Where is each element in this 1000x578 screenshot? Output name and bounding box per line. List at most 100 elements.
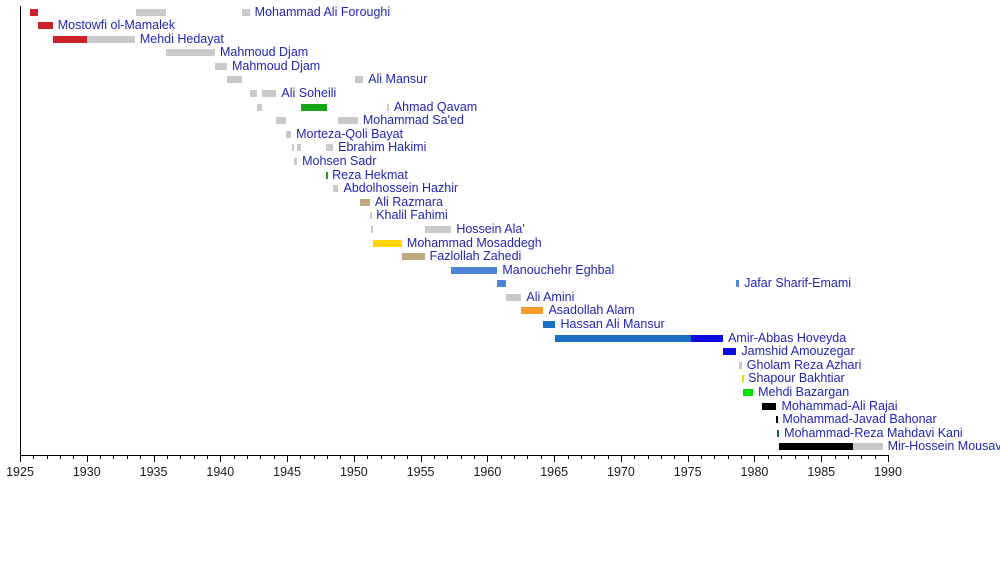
axis-tick-label: 1925 — [6, 465, 34, 479]
legend: Political party: None (Independent)None … — [0, 490, 1000, 578]
term-bar — [338, 117, 358, 125]
axis-major-tick — [487, 455, 489, 462]
pm-name-label[interactable]: Mahmoud Djam — [231, 58, 321, 73]
axis-minor-tick — [327, 455, 329, 459]
pm-name-label[interactable]: Morteza-Qoli Bayat — [296, 126, 404, 141]
term-bar — [736, 280, 740, 288]
axis-minor-tick — [861, 455, 863, 459]
term-bar — [166, 49, 215, 57]
pm-name-label[interactable]: Jamshid Amouzegar — [741, 344, 855, 359]
pm-name-label[interactable]: Fazlollah Zahedi — [429, 249, 522, 264]
pm-name-label[interactable]: Ali Mansur — [368, 72, 428, 87]
axis-minor-tick — [834, 455, 836, 459]
axis-major-tick — [620, 455, 622, 462]
pm-name-label[interactable]: Mahmoud Djam — [219, 45, 309, 60]
axis-major-tick — [287, 455, 289, 462]
axis-minor-tick — [874, 455, 876, 459]
pm-name-label[interactable]: Asadollah Alam — [548, 303, 635, 318]
term-bar — [506, 293, 522, 301]
axis-minor-tick — [794, 455, 796, 459]
plot-area: Mohammad Ali Foroughi Mostowfi ol-Mamalek… — [6, 4, 1000, 479]
axis-minor-tick — [407, 455, 409, 459]
term-bar — [521, 307, 544, 315]
axis-minor-tick — [166, 455, 168, 459]
term-bar — [297, 144, 302, 152]
term-bar — [853, 443, 883, 451]
axis-minor-tick — [233, 455, 235, 459]
term-bar — [38, 22, 53, 30]
term-bar — [276, 117, 286, 125]
pm-name-label[interactable]: Hossein Ala' — [456, 221, 525, 236]
pm-name-label[interactable]: Mohammad-Javad Bahonar — [782, 412, 937, 427]
pm-name-label[interactable]: Khalil Fahimi — [376, 208, 448, 223]
axis-minor-tick — [313, 455, 315, 459]
pm-name-label[interactable]: Gholam Reza Azhari — [746, 357, 862, 372]
pm-name-label[interactable]: Mehdi Bazargan — [758, 385, 850, 400]
axis-minor-tick — [206, 455, 208, 459]
y-axis-line — [20, 6, 21, 455]
pm-name-label[interactable]: Jafar Sharif-Emami — [744, 276, 852, 291]
term-bar — [325, 171, 328, 179]
pm-name-label[interactable]: Mohammad-Ali Rajai — [781, 398, 898, 413]
axis-major-tick — [153, 455, 155, 462]
axis-major-tick — [420, 455, 422, 462]
pm-name-label[interactable]: Ebrahim Hakimi — [338, 140, 427, 155]
pm-name-label[interactable]: Mohammad Mosaddegh — [406, 235, 542, 250]
axis-minor-tick — [247, 455, 248, 459]
axis-minor-tick — [433, 455, 435, 459]
axis-major-tick — [353, 455, 355, 462]
axis-minor-tick — [46, 455, 48, 459]
pm-name-label[interactable]: Reza Hekmat — [332, 167, 408, 182]
axis-tick-label: 1980 — [740, 465, 769, 479]
axis-major-tick — [754, 455, 756, 462]
axis-tick-label: 1930 — [72, 465, 101, 479]
pm-name-label[interactable]: Abdolhossein Hazhir — [343, 181, 459, 196]
axis-minor-tick — [607, 455, 609, 459]
axis-minor-tick — [273, 455, 275, 459]
axis-tick-label: 1940 — [206, 465, 235, 479]
term-bar — [777, 429, 780, 437]
axis-minor-tick — [567, 455, 569, 459]
axis-tick-label: 1975 — [673, 465, 702, 479]
pm-name-label[interactable]: Hassan Ali Mansur — [560, 317, 665, 332]
term-bar — [355, 76, 364, 84]
term-bar — [285, 130, 292, 138]
pm-name-label[interactable]: Amir-Abbas Hoveyda — [728, 330, 847, 345]
pm-name-label[interactable]: Mohammad Ali Foroughi — [254, 4, 391, 19]
axis-tick-label: 1955 — [406, 465, 435, 479]
term-bar — [762, 402, 777, 410]
pm-name-label[interactable]: Mir-Hossein Mousavi — [887, 439, 1000, 454]
pm-name-label[interactable]: Mostowfi ol-Mamalek — [57, 18, 176, 33]
term-bar — [497, 280, 507, 288]
pm-name-label[interactable]: Mohammad-Reza Mahdavi Kani — [784, 425, 963, 440]
axis-minor-tick — [807, 455, 809, 459]
pm-name-label[interactable]: Ali Soheili — [281, 86, 337, 101]
axis-minor-tick — [634, 455, 636, 459]
axis-minor-tick — [393, 455, 395, 459]
axis-minor-tick — [367, 455, 369, 459]
axis-major-tick — [20, 455, 21, 462]
term-bar — [723, 348, 737, 356]
pm-name-label[interactable]: Shapour Bakhtiar — [748, 371, 845, 386]
pm-name-label[interactable]: Ali Amini — [526, 289, 575, 304]
axis-minor-tick — [674, 455, 676, 459]
axis-minor-tick — [260, 455, 262, 459]
pm-name-label[interactable]: Ali Razmara — [374, 194, 443, 209]
pm-name-label[interactable]: Mohsen Sadr — [302, 153, 377, 168]
term-bar — [424, 225, 452, 233]
term-bar — [691, 334, 724, 342]
pm-name-label[interactable]: Mohammad Sa'ed — [362, 113, 464, 128]
pm-name-label[interactable]: Ahmad Qavam — [393, 99, 478, 114]
axis-minor-tick — [727, 455, 729, 459]
axis-minor-tick — [447, 455, 449, 459]
axis-minor-tick — [340, 455, 342, 459]
pm-name-label[interactable]: Manouchehr Eghbal — [502, 262, 615, 277]
term-bar — [739, 361, 742, 369]
axis-tick-label: 1970 — [607, 465, 635, 479]
term-bar — [326, 144, 334, 152]
pm-name-label[interactable]: Mehdi Hedayat — [139, 31, 224, 46]
axis-minor-tick — [140, 455, 142, 459]
axis-minor-tick — [126, 455, 128, 459]
term-bar — [451, 266, 498, 274]
term-bar — [291, 144, 294, 152]
